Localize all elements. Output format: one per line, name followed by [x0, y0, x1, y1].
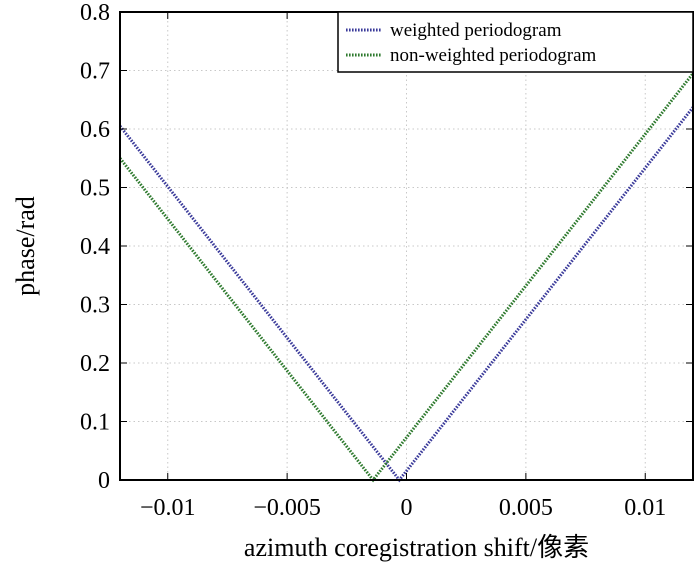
ticks: −0.01 −0.005 0 0.005 0.01 0 0.1 0.2 0.3 0.4 0.5 0.6… — [80, 0, 693, 521]
y-tick-label: 0.2 — [80, 351, 110, 377]
y-tick-label: 0.3 — [80, 293, 110, 319]
legend-label-non-weighted: non-weighted periodogram — [390, 45, 597, 66]
x-tick-label: 0.005 — [499, 495, 553, 521]
x-tick-label: −0.01 — [140, 495, 196, 521]
y-tick-label: 0.5 — [80, 176, 110, 202]
x-tick-label: −0.005 — [253, 495, 321, 521]
y-tick-label: 0.6 — [80, 117, 110, 143]
x-axis-label: azimuth coregistration shift/像素 — [244, 533, 589, 562]
y-axis-label: phase/rad — [11, 196, 40, 296]
legend-label-weighted: weighted periodogram — [390, 20, 562, 41]
y-tick-label: 0.8 — [80, 0, 110, 26]
legend-box — [337, 11, 694, 73]
y-tick-label: 0.1 — [80, 410, 110, 436]
y-tick-label: 0 — [98, 468, 110, 494]
x-tick-label: 0.01 — [624, 495, 666, 521]
x-tick-label: 0 — [401, 495, 413, 521]
y-tick-label: 0.7 — [80, 59, 110, 85]
legend: weighted periodogram non-weighted period… — [337, 11, 694, 73]
y-tick-label: 0.4 — [80, 234, 110, 260]
